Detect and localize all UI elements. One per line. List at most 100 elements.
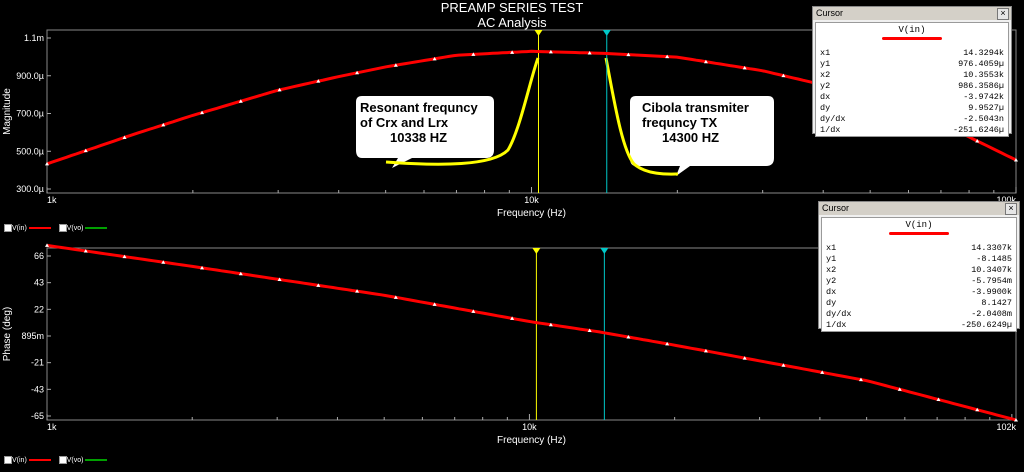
- y-tick-label: -43: [31, 384, 44, 394]
- data-point: [975, 138, 980, 143]
- cursor-row: x2 10.3553k: [816, 70, 1008, 81]
- cursor-row: y1 976.4059µ: [816, 59, 1008, 70]
- data-point: [122, 254, 127, 259]
- x-tick-label: 100k: [996, 195, 1016, 205]
- cursor-row-value: 14.3294k: [963, 48, 1004, 58]
- cursor-row: dy 9.9527µ: [816, 103, 1008, 114]
- close-icon[interactable]: ×: [997, 8, 1009, 20]
- cursor-row-key: dx: [826, 287, 837, 297]
- data-point: [393, 295, 398, 299]
- data-point: [820, 370, 825, 374]
- cursor-row-key: y2: [826, 276, 837, 286]
- legend-checkbox[interactable]: [58, 456, 67, 464]
- legend-swatch: [85, 459, 108, 461]
- data-point: [277, 277, 282, 282]
- data-point: [742, 65, 747, 70]
- cursor-row-value: 14.3307k: [971, 243, 1012, 253]
- cursor-table: x1 14.3294k y1 976.4059µ x2 10.3553k y2 986.358…: [816, 48, 1008, 136]
- chart-title: PREAMP SERIES TEST: [440, 0, 584, 15]
- data-point: [936, 397, 941, 402]
- data-point: [858, 377, 863, 382]
- x-tick-label: 102k: [996, 422, 1016, 432]
- cursor-row-key: y1: [826, 254, 837, 264]
- data-point: [1014, 418, 1018, 422]
- data-point: [161, 260, 166, 264]
- legend-checkbox[interactable]: [58, 224, 67, 232]
- cursor-row: x2 10.3407k: [822, 265, 1016, 276]
- cursor-marker: [600, 248, 609, 254]
- data-point: [45, 243, 49, 247]
- data-point: [355, 70, 360, 75]
- cursor-row-value: -5.7954m: [971, 276, 1012, 286]
- x-tick-label: 1k: [47, 195, 57, 205]
- chart-subtitle: AC Analysis: [477, 15, 547, 30]
- x-tick-label: 10k: [524, 195, 539, 205]
- series-line: [46, 243, 1017, 422]
- data-point: [161, 122, 166, 127]
- y-tick-label: 43: [34, 278, 44, 288]
- bottom-legend: V(in) V(vo): [4, 456, 113, 464]
- legend-item-vin[interactable]: V(in): [4, 456, 51, 464]
- y-tick-label: -21: [31, 358, 44, 368]
- legend-label: V(vo): [66, 224, 84, 232]
- cursor-row-key: x2: [826, 265, 837, 275]
- cursor-row: y1 -8.1485: [822, 254, 1016, 265]
- data-point: [471, 52, 476, 56]
- data-point: [703, 348, 708, 353]
- data-point: [781, 73, 786, 78]
- x-tick-label: 10k: [522, 422, 537, 432]
- y-axis-label: Phase (deg): [2, 307, 13, 361]
- legend-checkbox[interactable]: [4, 224, 12, 232]
- right-highlight-curve: [604, 57, 679, 176]
- data-point: [45, 161, 49, 166]
- y-tick-label: 900.0µ: [16, 71, 44, 81]
- data-point: [742, 356, 747, 360]
- cursor-row: dy/dx -2.5043n: [816, 114, 1008, 125]
- legend-item-vin[interactable]: V(in): [4, 224, 51, 232]
- data-point: [548, 322, 553, 327]
- cursor-window-titlebar[interactable]: Cursor ×: [813, 7, 1011, 20]
- data-point: [200, 110, 205, 115]
- cursor-row: dx -3.9900k: [822, 287, 1016, 298]
- cursor-window-bottom[interactable]: Cursor × V(in) x1 14.3307k y1 -8.1485 x2 10.3…: [818, 201, 1020, 332]
- legend-swatch: [28, 227, 51, 229]
- left-callout-bubble: [356, 96, 494, 168]
- cursor-row-value: 8.1427: [981, 298, 1012, 308]
- cursor-row-key: dx: [820, 92, 831, 102]
- cursor-row-key: 1/dx: [820, 125, 841, 135]
- y-tick-label: 300.0µ: [16, 184, 44, 194]
- left-highlight-curve: [385, 57, 540, 166]
- data-point: [1014, 158, 1018, 162]
- data-point: [510, 50, 515, 54]
- cursor-window-titlebar[interactable]: Cursor ×: [819, 202, 1019, 215]
- cursor-row-key: dy: [820, 103, 831, 113]
- right-annotation: Cibola transmiter frequncy TX 14300 HZ: [642, 100, 749, 145]
- cursor-window-top[interactable]: Cursor × V(in) x1 14.3294k y1 976.4059µ x2 10…: [812, 6, 1012, 137]
- cursor-row: x1 14.3307k: [822, 243, 1016, 254]
- top-legend: V(in) V(vo): [4, 224, 113, 232]
- left-annotation-line2: of Crx and Lrx: [360, 115, 449, 130]
- data-point: [510, 316, 515, 320]
- close-icon[interactable]: ×: [1005, 203, 1017, 215]
- legend-swatch: [85, 227, 108, 229]
- data-point: [200, 265, 205, 270]
- legend-item-vo[interactable]: V(vo): [58, 224, 108, 232]
- cursor-marker: [602, 30, 611, 36]
- data-point: [587, 328, 592, 332]
- data-point: [626, 52, 631, 57]
- cursor-row-value: 10.3407k: [971, 265, 1012, 275]
- legend-item-vo[interactable]: V(vo): [58, 456, 108, 464]
- cursor-row: dy 8.1427: [822, 298, 1016, 309]
- data-point: [975, 407, 980, 412]
- data-point: [238, 271, 243, 276]
- legend-label: V(in): [12, 224, 27, 232]
- data-point: [83, 148, 88, 153]
- right-annotation-line3: 14300 HZ: [662, 130, 720, 145]
- right-annotation-line1: Cibola transmiter: [642, 100, 749, 115]
- y-axis-label: Magnitude: [2, 88, 13, 135]
- cursor-row-value: -250.6249µ: [960, 320, 1012, 330]
- legend-checkbox[interactable]: [4, 456, 12, 464]
- cursor-row-key: dy: [826, 298, 837, 308]
- cursor-window-title: Cursor: [816, 8, 844, 18]
